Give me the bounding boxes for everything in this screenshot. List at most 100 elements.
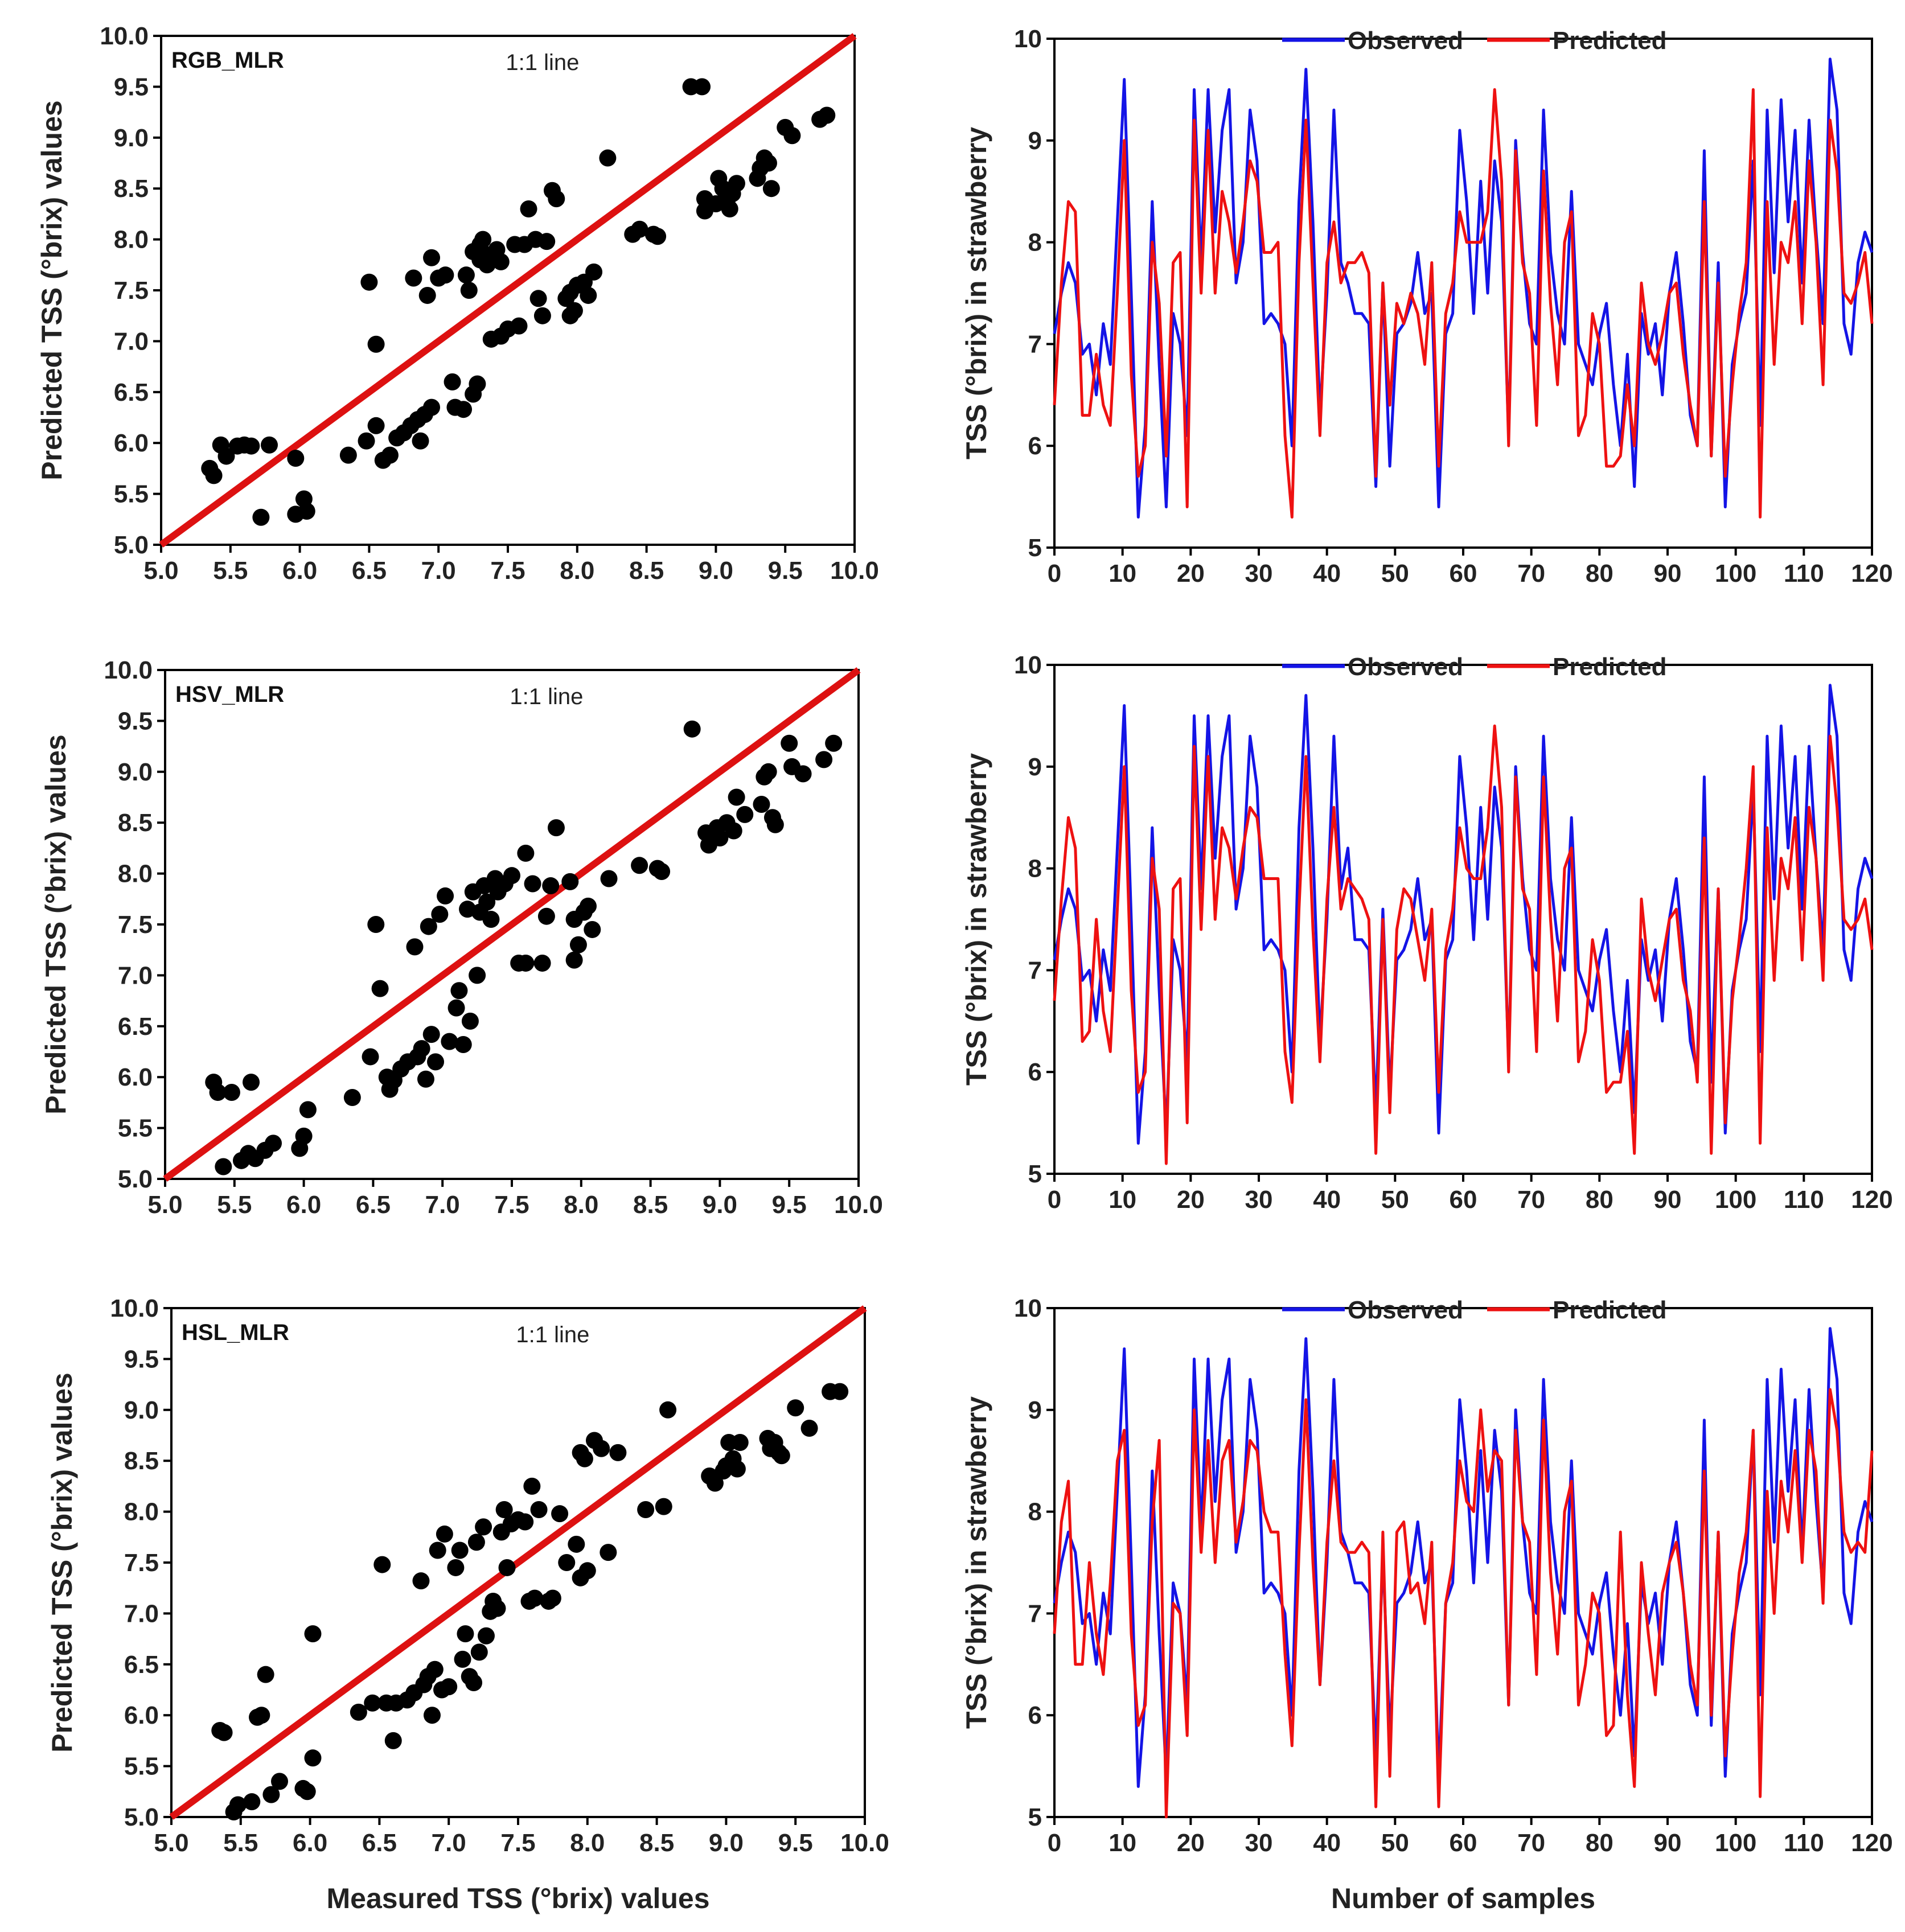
scatter-point bbox=[787, 1399, 804, 1417]
y-tick-label: 9.0 bbox=[124, 1396, 159, 1424]
scatter-point bbox=[469, 375, 486, 393]
y-axis-label: Predicted TSS (°brix) values bbox=[40, 734, 72, 1114]
scatter-point bbox=[265, 1134, 282, 1152]
scatter-point bbox=[800, 1419, 818, 1437]
x-tick-label: 8.0 bbox=[564, 1191, 598, 1219]
scatter-point bbox=[257, 1666, 274, 1683]
y-tick-label: 7.5 bbox=[114, 277, 149, 305]
y-tick-label: 7.0 bbox=[114, 327, 149, 355]
scatter-point bbox=[544, 1589, 561, 1607]
legend-label-observed: Observed bbox=[1348, 1296, 1463, 1324]
scatter-point bbox=[437, 266, 454, 284]
y-tick-label: 5 bbox=[1028, 1803, 1042, 1831]
y-tick-label: 6.5 bbox=[118, 1013, 153, 1041]
plot-frame bbox=[1053, 1307, 1873, 1818]
y-tick-label: 5.0 bbox=[114, 531, 149, 559]
x-tick-label: 7.5 bbox=[494, 1191, 529, 1219]
x-tick-label: 5.0 bbox=[147, 1191, 182, 1219]
x-axis-label: Measured TSS (°brix) values bbox=[327, 1882, 710, 1914]
x-tick-label: 6.0 bbox=[286, 1191, 321, 1219]
scatter-point bbox=[815, 751, 833, 768]
legend-label-predicted: Predicted bbox=[1553, 27, 1667, 55]
scatter-point bbox=[467, 1534, 485, 1551]
scatter-point bbox=[423, 249, 441, 266]
y-tick-label: 7 bbox=[1028, 330, 1042, 358]
scatter-point bbox=[405, 269, 422, 287]
y-tick-label: 9 bbox=[1028, 1396, 1042, 1424]
panel-label: HSL_MLR bbox=[182, 1320, 289, 1345]
rgb-scatter-panel: 5.0 5.5 6.0 6.5 7.0 7.5 8.0 8.5 9.0 9.5 10.0 5.0 5.5… bbox=[36, 22, 879, 585]
y-tick-label: 9.5 bbox=[118, 707, 153, 735]
scatter-point bbox=[223, 1084, 240, 1101]
y-tick-label: 10 bbox=[1014, 25, 1042, 53]
x-tick-label: 70 bbox=[1517, 1186, 1545, 1214]
scatter-point bbox=[271, 1773, 289, 1790]
x-tick-label: 0 bbox=[1048, 1829, 1061, 1857]
scatter-point bbox=[781, 734, 798, 752]
y-tick-label: 6.5 bbox=[124, 1651, 159, 1679]
x-tick-label: 5.0 bbox=[154, 1829, 188, 1857]
scatter-point bbox=[706, 1474, 724, 1492]
y-tick-label: 7.5 bbox=[124, 1549, 159, 1577]
x-tick-label: 5.5 bbox=[213, 557, 248, 585]
scatter-point bbox=[580, 286, 597, 304]
hsv-scatter-panel: 5.0 5.5 6.0 6.5 7.0 7.5 8.0 8.5 9.0 9.5 10.0 5.0 5.5… bbox=[40, 656, 883, 1219]
x-tick-label: 110 bbox=[1784, 560, 1824, 587]
scatter-point bbox=[412, 1572, 430, 1590]
x-tick-label: 20 bbox=[1177, 1829, 1205, 1857]
y-tick-label: 9.0 bbox=[118, 758, 153, 786]
x-tick-label: 40 bbox=[1313, 1186, 1341, 1214]
scatter-point bbox=[360, 273, 378, 291]
y-tick-label: 8 bbox=[1028, 229, 1042, 257]
y-tick-label: 6 bbox=[1028, 1701, 1042, 1729]
x-tick-label: 100 bbox=[1715, 1186, 1756, 1214]
scatter-point bbox=[609, 1444, 627, 1461]
scatter-point bbox=[831, 1383, 849, 1400]
y-tick-label: 7.0 bbox=[118, 961, 153, 989]
hsl-line-panel: 0 10 20 30 40 50 60 70 80 90 100 110 120 5 6 7 8 9 10 TSS (… bbox=[960, 1294, 1893, 1914]
one-to-one-line bbox=[163, 667, 861, 1182]
scatter-point bbox=[548, 190, 565, 208]
scatter-point bbox=[427, 1053, 445, 1071]
x-tick-label: 8.0 bbox=[560, 557, 594, 585]
one-to-one-line bbox=[159, 33, 857, 548]
x-tick-label: 6.5 bbox=[352, 557, 387, 585]
y-tick-label: 5.0 bbox=[118, 1165, 153, 1193]
x-tick-label: 120 bbox=[1851, 1829, 1892, 1857]
y-tick-label: 8.5 bbox=[118, 809, 153, 837]
scatter-point bbox=[569, 936, 587, 953]
x-tick-label: 6.5 bbox=[362, 1829, 397, 1857]
scatter-point bbox=[454, 1035, 472, 1053]
x-tick-label: 9.5 bbox=[778, 1829, 813, 1857]
y-tick-label: 7.5 bbox=[118, 911, 153, 939]
scatter-point bbox=[298, 1783, 316, 1801]
y-tick-label: 10.0 bbox=[110, 1294, 159, 1322]
x-tick-label: 60 bbox=[1450, 1829, 1477, 1857]
scatter-point bbox=[711, 829, 729, 847]
scatter-point bbox=[304, 1625, 322, 1643]
y-tick-label: 5.5 bbox=[124, 1753, 159, 1781]
y-axis-label: TSS (°brix) in strawberry bbox=[960, 753, 992, 1086]
scatter-point bbox=[420, 918, 437, 935]
x-tick-label: 7.0 bbox=[432, 1829, 466, 1857]
x-tick-label: 6.0 bbox=[282, 557, 317, 585]
y-tick-label: 5 bbox=[1028, 1160, 1042, 1188]
scatter-point bbox=[517, 844, 535, 862]
scatter-point bbox=[599, 149, 617, 167]
x-tick-label: 50 bbox=[1381, 560, 1409, 587]
x-tick-label: 50 bbox=[1381, 1829, 1409, 1857]
x-tick-label: 6.0 bbox=[293, 1829, 327, 1857]
scatter-point bbox=[794, 765, 812, 783]
legend-label-predicted: Predicted bbox=[1553, 1296, 1667, 1324]
scatter-point bbox=[655, 1498, 672, 1515]
scatter-point bbox=[423, 398, 441, 416]
scatter-point bbox=[447, 1559, 465, 1576]
scatter-point bbox=[418, 286, 436, 304]
y-tick-label: 8.0 bbox=[118, 860, 153, 888]
scatter-point bbox=[371, 980, 389, 997]
y-tick-label: 5.5 bbox=[114, 480, 149, 508]
y-tick-label: 6 bbox=[1028, 1058, 1042, 1086]
scatter-point bbox=[441, 1033, 458, 1050]
scatter-point bbox=[517, 954, 535, 972]
y-tick-label: 8.0 bbox=[114, 226, 149, 254]
